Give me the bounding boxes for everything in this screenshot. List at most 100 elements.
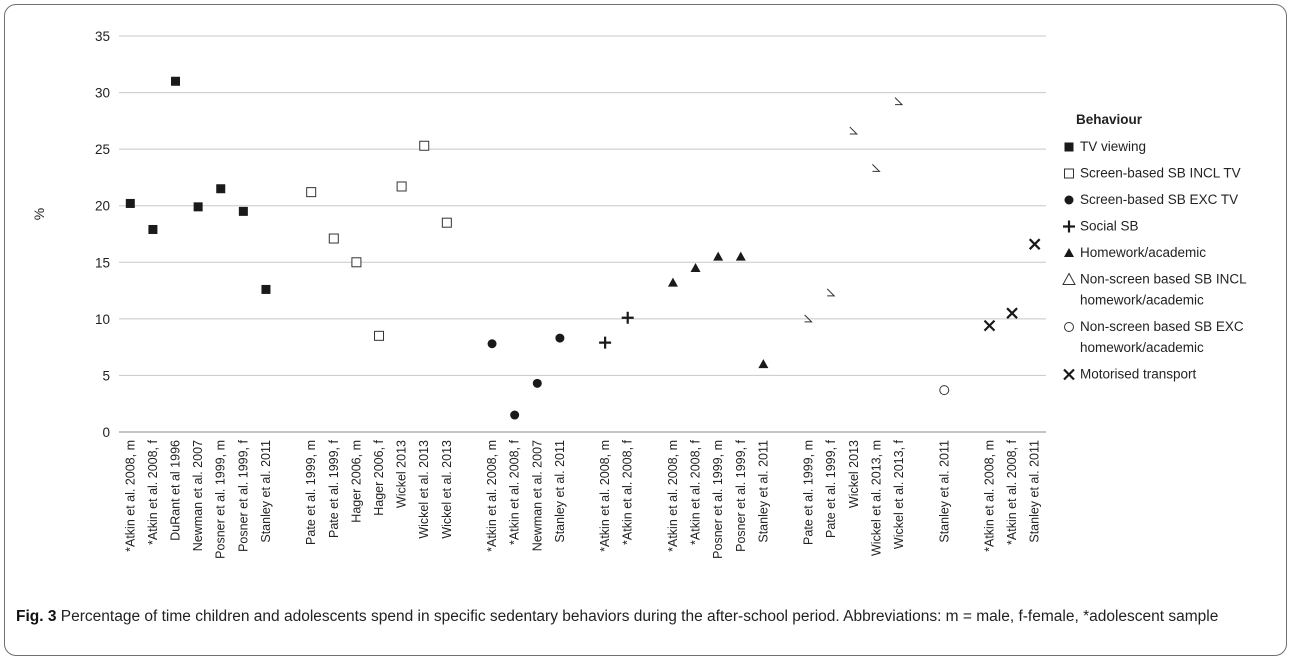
y-axis-label: % [31,208,47,220]
x-tick-label: *Atkin et al. 2008, m [666,440,680,552]
data-point [306,187,317,198]
legend-marker [1064,168,1074,179]
caption-text: Percentage of time children and adolesce… [60,608,1219,625]
data-point [328,233,339,244]
data-point [171,76,181,86]
legend-marker [1064,322,1074,332]
data-points [125,76,1041,420]
data-point [148,224,158,234]
y-axis-ticks: 0 5 10 15 20 25 30 35 [95,29,110,440]
x-tick-label: Stanley et al. 2011 [553,440,567,543]
data-point [216,184,226,194]
x-tick-label: *Atkin et al. 2008, f [689,439,703,544]
data-point [193,202,203,212]
data-point [621,311,634,324]
y-tick-label: 10 [95,312,110,327]
legend-title: Behaviour [1076,112,1143,127]
legend-item: Non-screen based SB EXC homework/academic [1064,319,1244,355]
figure-frame [4,4,1287,656]
data-point [238,206,248,216]
x-tick-label: Newman et al. 2007 [530,440,544,551]
data-point [1006,307,1018,319]
figure-caption: Fig. 3 Percentage of time children and a… [16,606,1278,627]
legend-item: TV viewing [1064,139,1146,154]
data-point [758,359,769,369]
y-tick-label: 25 [95,142,110,157]
x-tick-label: Hager 2006, f [372,439,386,515]
x-tick-label: Pate et al. 1999, m [304,440,318,545]
data-point [1028,238,1041,250]
x-tick-label: Stanley et al. 2011 [937,440,951,543]
x-tick-label: Posner et al. 1999, m [214,440,228,559]
legend-marker [1064,248,1074,257]
y-tick-label: 15 [95,255,110,270]
x-tick-label: *Atkin et al. 2008, f [1005,439,1019,544]
y-tick-label: 20 [95,199,110,214]
legend-item: Homework/academic [1064,245,1206,260]
legend-item: Screen-based SB EXC TV [1064,192,1238,207]
x-tick-label: Posner et al. 1999, f [734,439,748,551]
y-tick-label: 0 [102,425,110,440]
grid-lines [119,35,1046,433]
data-point [487,339,497,349]
x-tick-label: Pate et al. 1999, m [802,440,816,545]
x-tick-label: *Atkin et al. 2008, f [146,439,160,544]
data-point [849,126,859,135]
data-point [555,333,565,343]
x-tick-label: Wickel et al. 2013, m [869,440,883,556]
data-point [713,251,724,261]
x-tick-label: Pate et al. 1999, f [327,439,341,538]
data-point [872,164,881,172]
legend-label: Non-screen based SB INCL homework/academi… [1080,272,1247,308]
legend-item: Screen-based SB INCL TV [1064,166,1241,181]
y-tick-label: 35 [95,29,110,44]
x-tick-label: Newman et al. 2007 [191,440,205,551]
data-point [261,284,271,294]
legend-marker [1064,195,1074,205]
data-point [441,217,452,228]
legend-label: Motorised transport [1080,367,1197,382]
legend-marker [1063,220,1075,233]
x-tick-label: Wickel et al. 2013 [440,440,454,539]
legend-label: TV viewing [1080,139,1146,154]
legend-marker [1064,142,1074,152]
legend-label: Social SB [1080,219,1139,234]
x-tick-label: Hager 2006, m [349,440,363,523]
y-tick-label: 30 [95,86,110,101]
x-tick-label: Posner et al. 1999, m [711,440,725,559]
data-point [532,378,542,388]
x-tick-label: Wickel 2013 [847,440,861,508]
data-point [351,257,362,268]
legend-label: Homework/academic [1080,245,1206,260]
legend-label: Screen-based SB EXC TV [1080,192,1238,207]
x-tick-label: Posner et al. 1999, f [236,439,250,551]
x-tick-label: Stanley et al. 2011 [756,440,770,543]
legend-item: Motorised transport [1063,367,1197,382]
x-tick-label: Stanley et al. 2011 [1028,440,1042,543]
x-tick-label: Pate et al. 1999, f [824,439,838,538]
x-tick-label: *Atkin et al. 2008, m [485,440,499,552]
y-tick-label: 5 [102,368,110,383]
legend-label: Non-screen based SB EXC homework/academic [1080,319,1244,355]
scatter-chart: 0 5 10 15 20 25 30 35 *Atkin et al. 2008, m *Atk… [31,29,1247,559]
data-point [894,97,904,106]
x-tick-label: Wickel 2013 [395,440,409,508]
x-tick-label: Wickel et al. 2013 [417,440,431,539]
legend-label: Screen-based SB INCL TV [1080,166,1241,181]
data-point [735,251,746,261]
data-point [599,336,612,349]
data-point [983,319,996,332]
legend: Behaviour TV viewing Screen-based SB INCL… [1062,112,1247,382]
x-tick-label: *Atkin et al. 2008, m [982,440,996,552]
data-point [396,181,407,192]
x-tick-label: DuRant et al 1996 [169,440,183,541]
data-point [939,385,950,396]
legend-item: Social SB [1063,219,1139,234]
x-tick-label: Wickel et al. 2013, f [892,439,906,549]
x-tick-label: *Atkin et al. 2008, f [508,439,522,544]
data-point [125,198,135,208]
caption-label: Fig. 3 [16,608,57,625]
data-point [374,330,385,341]
data-point [804,314,813,323]
x-tick-label: Stanley et al. 2011 [259,440,273,543]
